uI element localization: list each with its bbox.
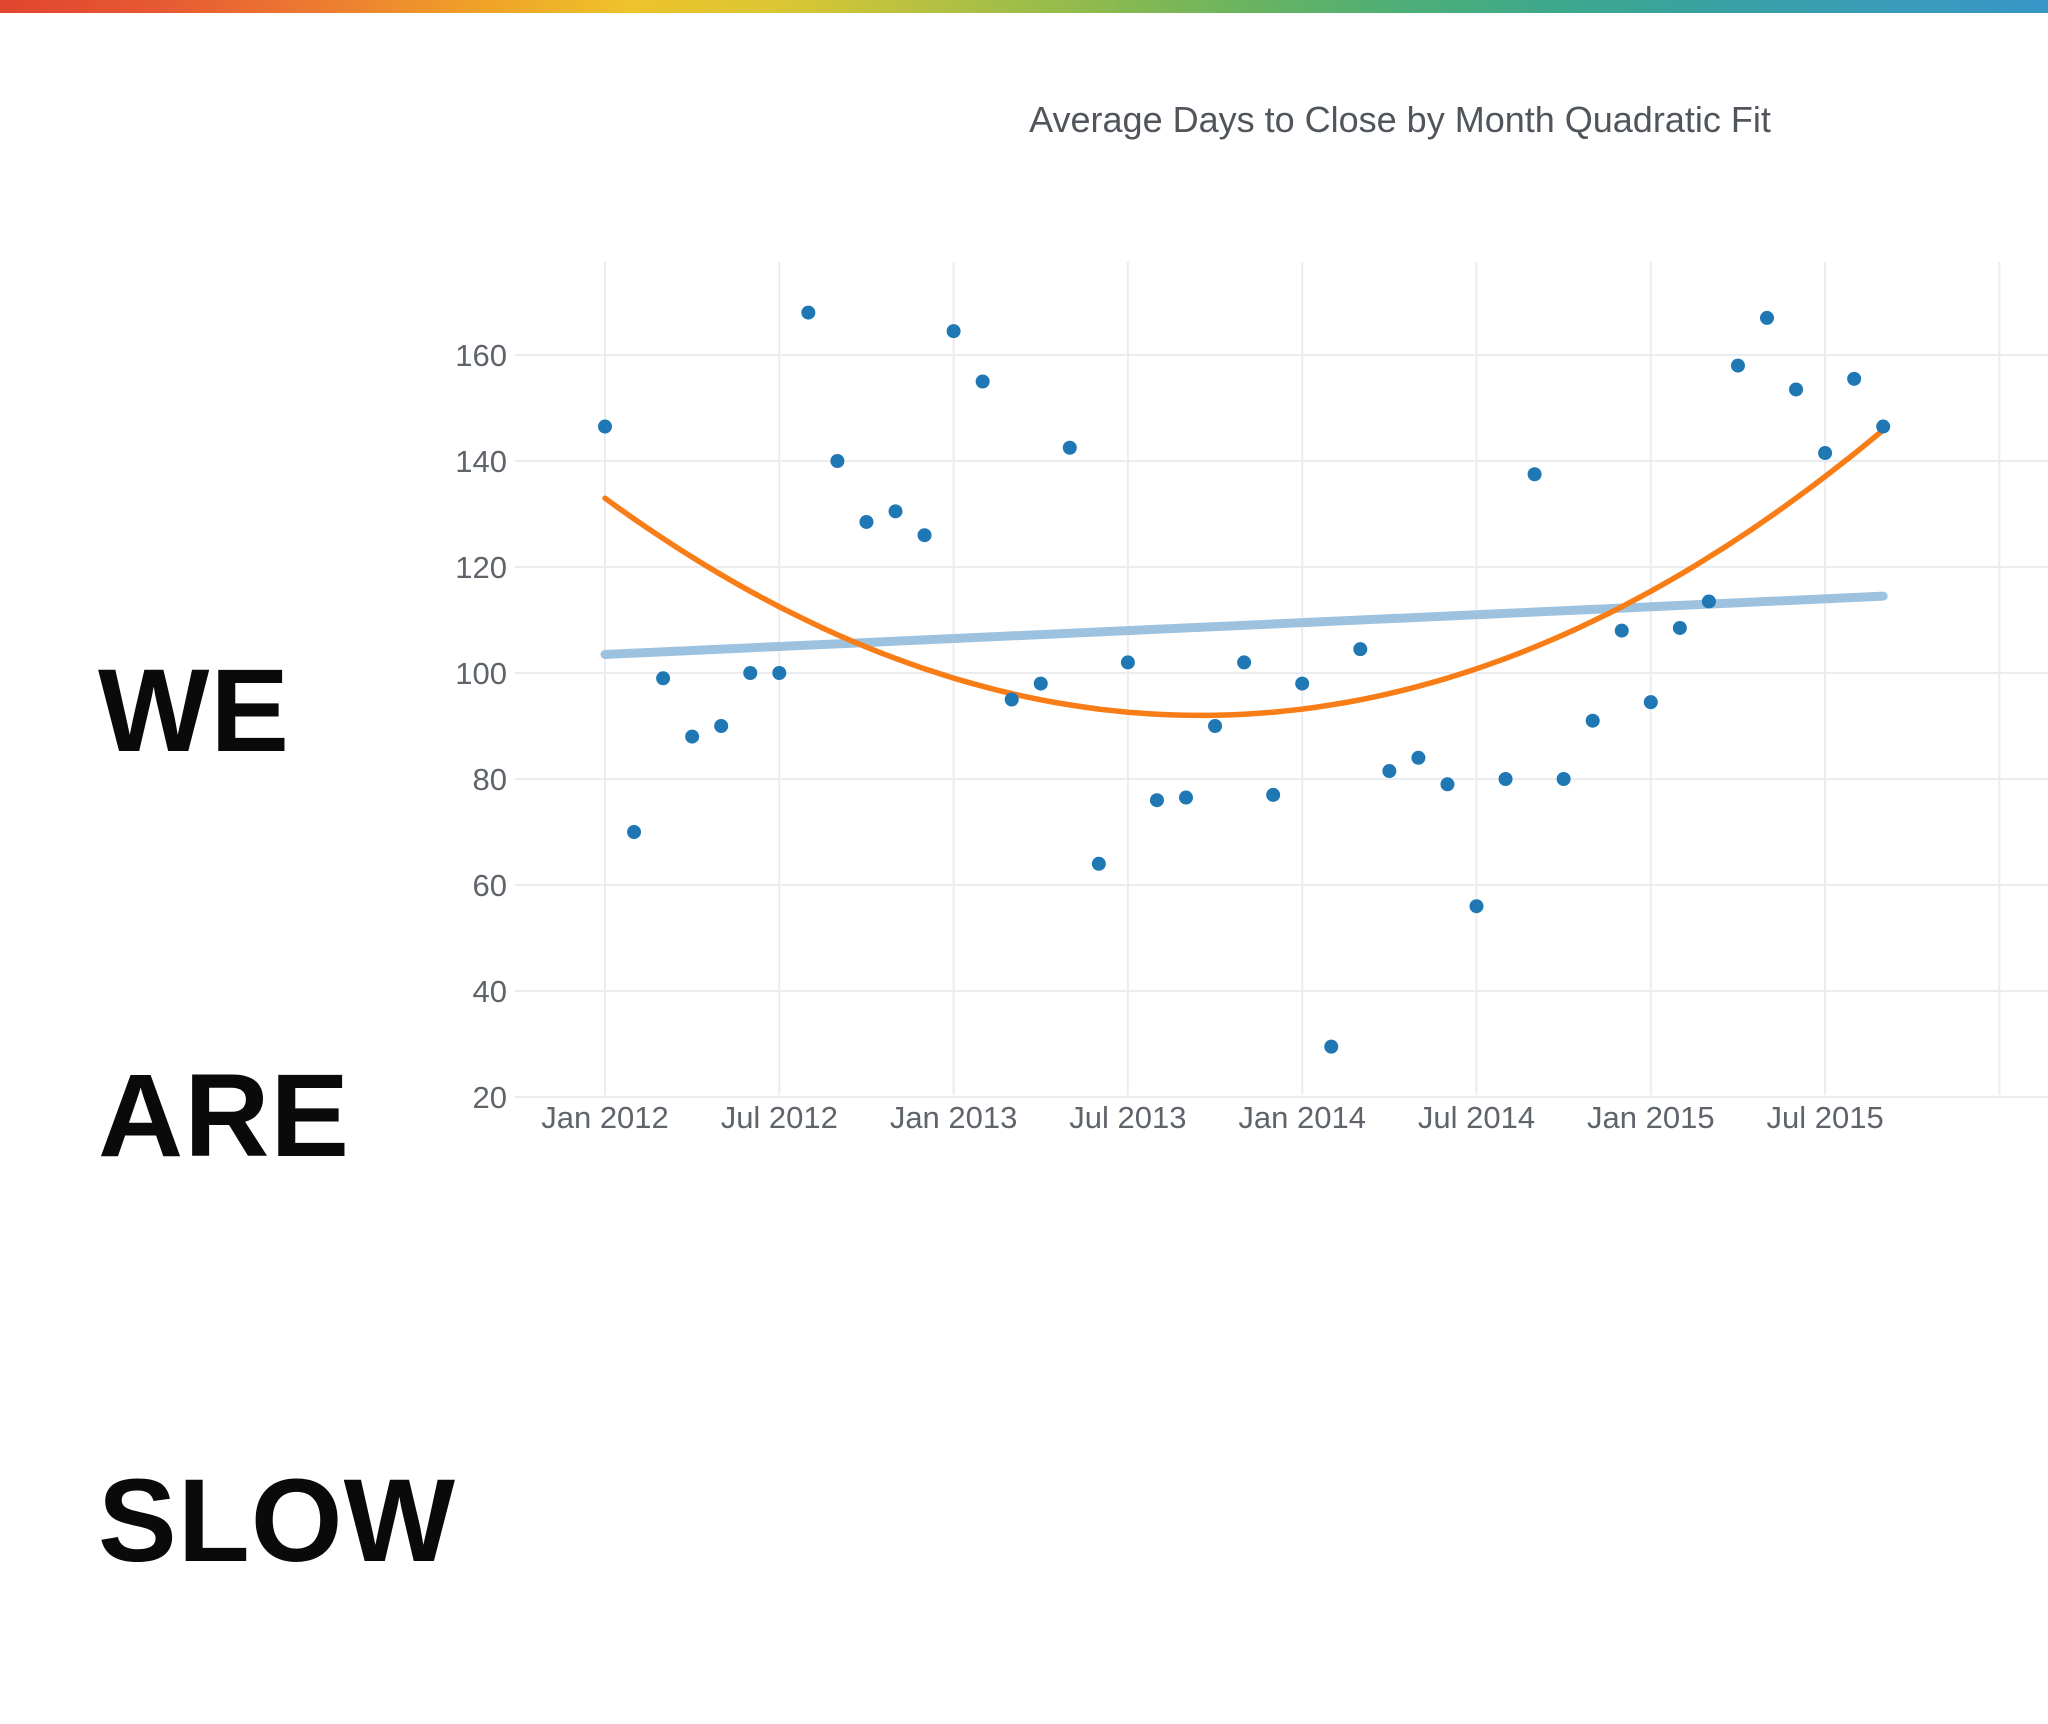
data-point[interactable] [1730, 358, 1745, 373]
data-point[interactable] [1120, 655, 1135, 670]
data-point[interactable] [859, 514, 874, 529]
x-tick-label: Jul 2013 [1069, 1100, 1186, 1135]
x-tick-label: Jul 2014 [1418, 1100, 1535, 1135]
data-point[interactable] [1411, 750, 1426, 765]
data-point[interactable] [656, 671, 671, 686]
data-point[interactable] [1295, 676, 1310, 691]
data-point[interactable] [830, 454, 845, 468]
y-tick-label: 140 [455, 444, 507, 479]
data-point[interactable] [801, 305, 816, 320]
data-point[interactable] [1672, 620, 1687, 635]
y-tick-label: 80 [473, 762, 507, 797]
data-point[interactable] [1585, 713, 1600, 728]
data-point[interactable] [598, 419, 612, 434]
rainbow-gradient-bar [0, 0, 2048, 13]
data-point[interactable] [772, 666, 787, 680]
scatter-chart[interactable]: Average Days to Close by Month Quadratic… [0, 0, 2048, 1152]
data-point[interactable] [1643, 695, 1658, 710]
data-point[interactable] [1266, 787, 1281, 802]
y-tick-label: 40 [473, 974, 507, 1009]
data-point[interactable] [1237, 655, 1252, 670]
x-tick-label: Jan 2015 [1587, 1100, 1715, 1135]
chart-gridlines [515, 262, 2048, 1098]
data-point[interactable] [714, 719, 729, 733]
chart-title: Average Days to Close by Month Quadratic… [1029, 99, 1771, 140]
linear-trend-line [600, 591, 1888, 659]
data-point[interactable] [888, 504, 903, 519]
y-tick-label: 20 [473, 1080, 507, 1115]
y-tick-label: 160 [455, 338, 507, 373]
data-point[interactable] [1527, 467, 1542, 482]
data-point[interactable] [1324, 1039, 1339, 1054]
data-point[interactable] [1760, 310, 1774, 325]
x-tick-label: Jul 2015 [1766, 1100, 1883, 1135]
data-point[interactable] [1382, 764, 1397, 779]
data-point[interactable] [1179, 790, 1193, 805]
data-point[interactable] [1847, 371, 1862, 386]
data-point[interactable] [1062, 440, 1077, 455]
data-point[interactable] [1353, 642, 1368, 657]
headline-line-1: WE [98, 645, 291, 777]
data-point[interactable] [975, 374, 990, 389]
data-point[interactable] [1208, 719, 1223, 733]
data-point[interactable] [627, 825, 642, 839]
x-tick-label: Jan 2012 [541, 1100, 669, 1135]
x-tick-label: Jan 2013 [890, 1100, 1018, 1135]
data-point[interactable] [1469, 899, 1484, 914]
y-tick-label: 120 [455, 550, 507, 585]
data-point[interactable] [1614, 623, 1629, 638]
data-point[interactable] [1498, 772, 1513, 786]
data-point[interactable] [1149, 793, 1164, 808]
y-tick-label: 60 [473, 868, 507, 903]
data-point[interactable] [1004, 692, 1019, 707]
data-point[interactable] [1789, 382, 1804, 397]
data-point[interactable] [743, 666, 758, 680]
chart-axis-ticks: 20 40 60 80 100 120 140 160 Jan 2012 Jul 2012 Jan … [455, 338, 1883, 1135]
data-point[interactable] [1818, 446, 1833, 461]
headline-line-3: SLOW [98, 1455, 456, 1587]
data-point[interactable] [1440, 777, 1455, 792]
x-tick-label: Jul 2012 [721, 1100, 838, 1135]
data-point[interactable] [946, 324, 961, 339]
data-point[interactable] [1876, 419, 1891, 434]
y-tick-label: 100 [455, 656, 507, 691]
data-point[interactable] [1091, 856, 1106, 871]
data-point[interactable] [1701, 594, 1716, 609]
data-point[interactable] [685, 729, 700, 744]
x-tick-label: Jan 2014 [1238, 1100, 1366, 1135]
data-point[interactable] [1033, 676, 1048, 691]
data-point[interactable] [1556, 772, 1571, 786]
quadratic-fit-curve [602, 427, 1886, 719]
data-point[interactable] [917, 528, 932, 543]
chart-series [598, 305, 1891, 1054]
